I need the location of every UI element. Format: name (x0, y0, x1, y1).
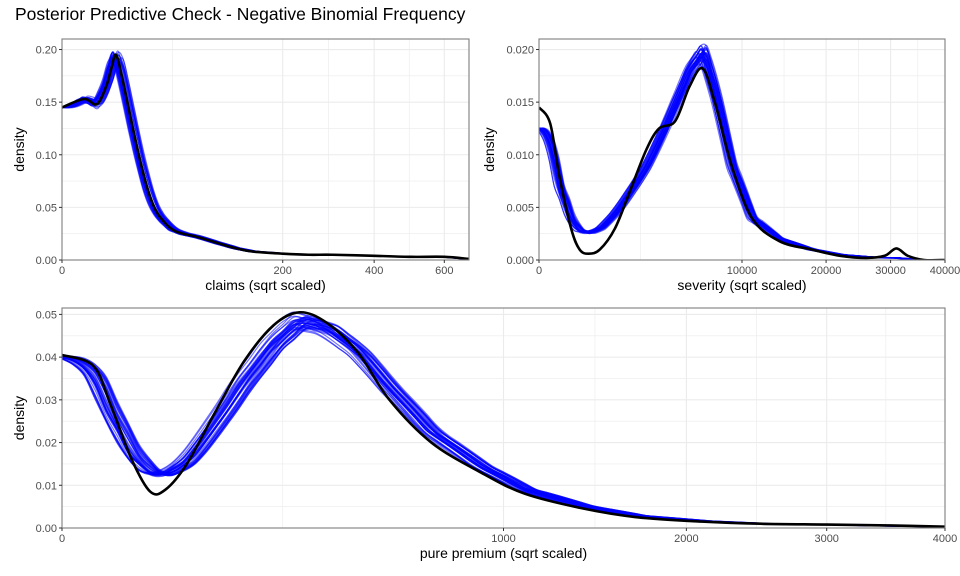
page-title: Posterior Predictive Check - Negative Bi… (15, 4, 466, 24)
y-tick-label: 0.05 (36, 309, 57, 321)
x-tick-label: 10000 (727, 265, 758, 277)
y-tick-label: 0.03 (36, 395, 57, 407)
y-tick-label: 0.10 (36, 150, 57, 162)
x-tick-label: 40000 (930, 265, 960, 277)
observed-line (62, 310, 945, 528)
x-axis-title: severity (sqrt scaled) (677, 277, 806, 293)
x-tick-label: 600 (435, 265, 453, 277)
y-tick-label: 0.04 (36, 352, 57, 364)
y-tick-label: 0.010 (506, 150, 534, 162)
x-tick-label: 0 (59, 533, 65, 545)
y-tick-label: 0.20 (36, 45, 57, 57)
x-tick-label: 2000 (674, 533, 698, 545)
observed-line (62, 53, 469, 260)
x-axis-title: claims (sqrt scaled) (205, 277, 326, 293)
y-tick-label: 0.05 (36, 202, 57, 214)
y-tick-label: 0.00 (36, 255, 57, 267)
y-tick-label: 0.00 (36, 523, 57, 535)
y-tick-label: 0.02 (36, 438, 57, 450)
panel-severity: 0.000 0.005 0.010 0.015 0.020 0 10000 20000 3000… (481, 38, 960, 293)
observed-line (539, 66, 945, 260)
y-axis-title: density (11, 127, 27, 171)
panel-pure_premium: 0.00 0.01 0.02 0.03 0.04 0.05 0 1000 2000 3000 400… (11, 307, 957, 561)
y-tick-label: 0.000 (506, 255, 534, 267)
x-tick-label: 1000 (491, 533, 515, 545)
x-tick-label: 4000 (933, 533, 957, 545)
y-axis-title: density (481, 127, 497, 171)
x-tick-label: 3000 (814, 533, 838, 545)
x-tick-label: 400 (365, 265, 383, 277)
x-tick-label: 30000 (875, 265, 906, 277)
x-tick-label: 0 (59, 265, 65, 277)
x-tick-label: 200 (274, 265, 292, 277)
y-tick-label: 0.005 (506, 202, 534, 214)
x-axis-title: pure premium (sqrt scaled) (420, 545, 587, 561)
y-tick-label: 0.01 (36, 480, 57, 492)
x-tick-label: 0 (536, 265, 542, 277)
y-axis-title: density (11, 396, 27, 440)
panel-border (61, 38, 470, 261)
x-tick-label: 20000 (811, 265, 842, 277)
y-tick-label: 0.15 (36, 97, 57, 109)
panel-claims: 0.00 0.05 0.10 0.15 0.20 0 200 400 600 claims (sq… (11, 38, 470, 293)
y-tick-label: 0.020 (506, 45, 534, 57)
y-tick-label: 0.015 (506, 97, 534, 109)
